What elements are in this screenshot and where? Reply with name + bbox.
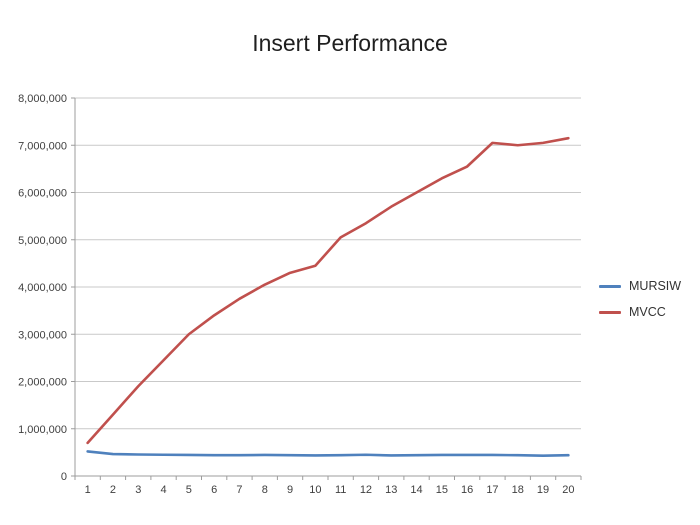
x-axis-label: 2 — [110, 484, 116, 496]
x-axis-label: 17 — [486, 484, 498, 496]
x-axis-label: 11 — [335, 484, 346, 496]
x-axis-label: 15 — [436, 484, 448, 496]
x-axis-label: 14 — [410, 484, 422, 496]
y-axis-label: 0 — [61, 471, 67, 483]
x-axis-label: 12 — [360, 484, 372, 496]
y-axis-label: 2,000,000 — [18, 377, 67, 389]
x-axis-label: 20 — [562, 484, 574, 496]
x-axis-label: 4 — [160, 484, 166, 496]
legend-label-mursiw: MURSIW — [629, 279, 682, 293]
x-axis-label: 7 — [236, 484, 242, 496]
legend-item-mvcc: MVCC — [599, 301, 681, 323]
series-line-mursiw — [86, 450, 570, 457]
x-axis-label: 8 — [262, 484, 268, 496]
y-axis-label: 4,000,000 — [18, 282, 67, 294]
legend: MURSIW MVCC — [599, 275, 681, 323]
mursiw-line-swatch — [599, 284, 621, 288]
x-axis-label: 3 — [135, 484, 141, 496]
x-axis-label: 9 — [287, 484, 293, 496]
y-axis-label: 1,000,000 — [18, 424, 67, 436]
x-axis-label: 10 — [309, 484, 321, 496]
y-axis-label: 7,000,000 — [18, 140, 67, 152]
y-axis-label: 3,000,000 — [18, 329, 67, 341]
y-axis-label: 8,000,000 — [18, 93, 67, 105]
y-axis-label: 5,000,000 — [18, 235, 67, 247]
x-axis-label: 18 — [512, 484, 524, 496]
legend-item-mursiw: MURSIW — [599, 275, 681, 297]
mvcc-line-swatch — [599, 310, 621, 314]
x-axis-label: 16 — [461, 484, 473, 496]
x-axis-label: 19 — [537, 484, 549, 496]
series-line-mvcc — [86, 136, 570, 445]
x-axis-label: 1 — [85, 484, 91, 496]
chart-title: Insert Performance — [252, 30, 448, 56]
legend-label-mvcc: MVCC — [629, 305, 666, 319]
x-axis-label: 5 — [186, 484, 192, 496]
x-axis-label: 6 — [211, 484, 217, 496]
x-axis-label: 13 — [385, 484, 397, 496]
y-axis-label: 6,000,000 — [18, 188, 67, 200]
